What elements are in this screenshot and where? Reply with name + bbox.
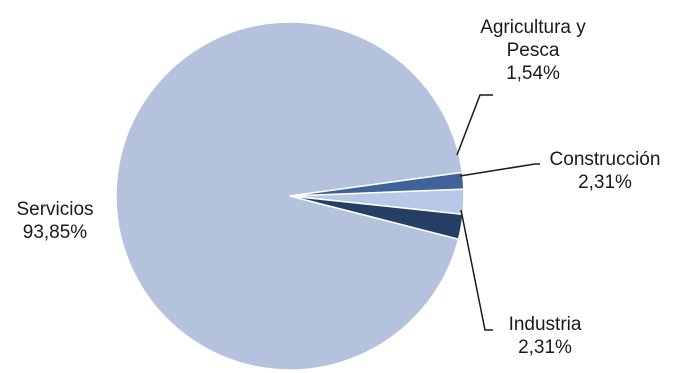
slice-name-label: Agricultura y bbox=[480, 17, 586, 38]
pie-slice-servicios bbox=[115, 21, 464, 371]
leader-line-agricultura-y-pesca bbox=[456, 94, 493, 156]
slice-value-label: 2,31% bbox=[578, 172, 632, 193]
leader-line-industria bbox=[460, 209, 493, 331]
slice-value-label: 1,54% bbox=[506, 63, 560, 84]
pie-slice-agricultura-y-pesca bbox=[289, 171, 465, 197]
slice-name-label: Servicios bbox=[16, 199, 93, 220]
leader-line-construccion bbox=[459, 163, 540, 177]
slice-name-label: Industria bbox=[509, 314, 582, 335]
slice-value-label: 2,31% bbox=[518, 337, 572, 358]
slice-value-label: 93,85% bbox=[23, 222, 88, 243]
slice-name-label: Pesca bbox=[507, 40, 560, 61]
pie-slice-industria bbox=[289, 195, 464, 240]
slice-name-label: Construcción bbox=[550, 149, 661, 170]
